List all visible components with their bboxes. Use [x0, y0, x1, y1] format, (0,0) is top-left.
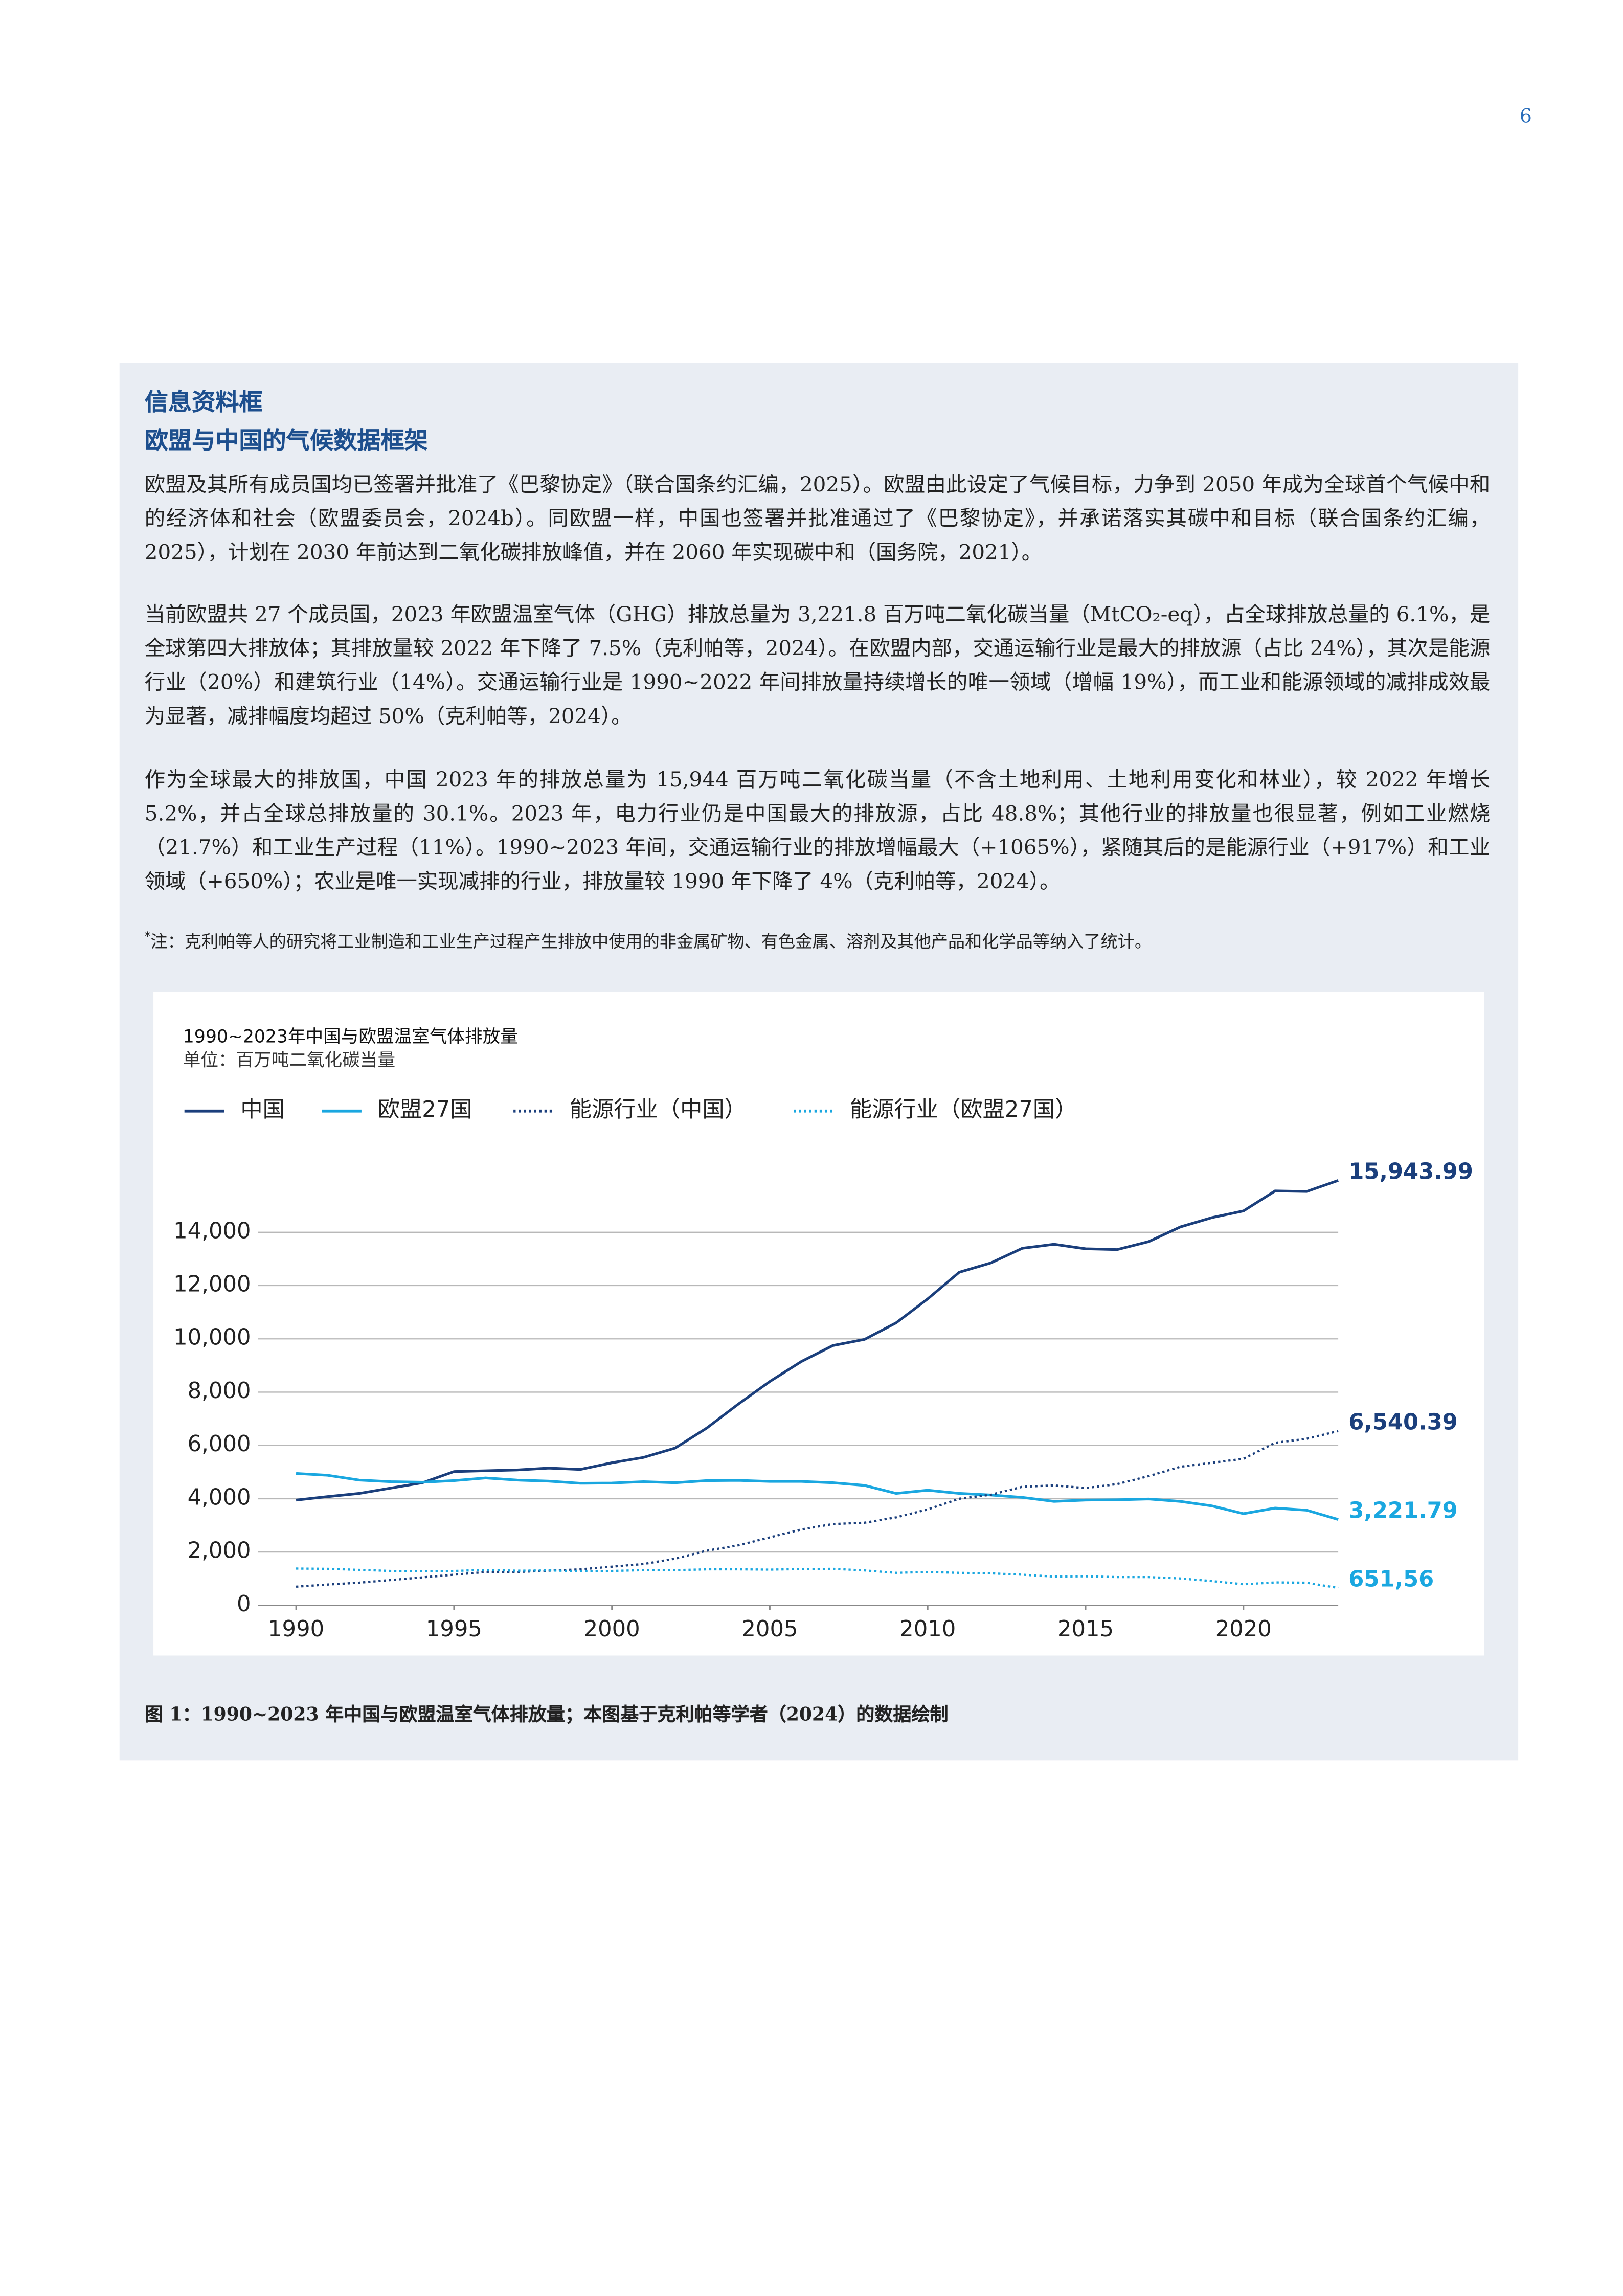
end-value-label: 15,943.99: [1348, 1159, 1473, 1185]
x-tick-label: 2005: [741, 1616, 798, 1642]
note-marker: *: [144, 930, 151, 943]
series-line: [296, 1179, 1339, 1502]
note-text: 注：克利帕等人的研究将工业制造和工业生产过程产生排放中使用的非金属矿物、有色金属…: [150, 931, 1152, 952]
x-tick-label: 2015: [1057, 1616, 1114, 1642]
y-tick-label: 0: [237, 1591, 251, 1617]
x-tick-label: 2000: [584, 1616, 640, 1642]
figure-caption: 图 1：1990~2023 年中国与欧盟温室气体排放量；本图基于克利帕等学者（2…: [144, 1702, 949, 1725]
series-line: [296, 1472, 1339, 1521]
y-tick-label: 6,000: [188, 1431, 251, 1457]
legend-label: 欧盟27国: [378, 1097, 472, 1122]
end-value-label: 651,56: [1348, 1566, 1434, 1592]
legend-label: 能源行业（欧盟27国）: [850, 1097, 1077, 1122]
page-number: 6: [1520, 106, 1532, 129]
paragraph: 欧盟及其所有成员国均已签署并批准了《巴黎协定》（联合国条约汇编，2025）。欧盟…: [144, 474, 1491, 566]
y-tick-label: 14,000: [173, 1218, 251, 1244]
info-box: 信息资料框 欧盟与中国的气候数据框架 欧盟及其所有成员国均已签署并批准了《巴黎协…: [119, 363, 1519, 1761]
y-tick-label: 4,000: [188, 1484, 251, 1510]
footnote: *注：克利帕等人的研究将工业制造和工业生产过程产生排放中使用的非金属矿物、有色金…: [145, 930, 1491, 953]
end-value-label: 3,221.79: [1348, 1498, 1458, 1524]
legend-label: 中国: [240, 1097, 285, 1122]
paragraph: 当前欧盟共 27 个成员国，2023 年欧盟温室气体（GHG）排放总量为 3,2…: [144, 603, 1491, 729]
x-tick-label: 1990: [268, 1616, 324, 1642]
chart-panel: 1990~2023年中国与欧盟温室气体排放量 单位：百万吨二氧化碳当量中国 欧盟27…: [153, 992, 1484, 1656]
y-tick-label: 10,000: [173, 1325, 251, 1350]
series-line: [296, 1430, 1339, 1588]
y-tick-label: 12,000: [173, 1272, 251, 1297]
x-tick-label: 2020: [1215, 1616, 1272, 1642]
box-title: 信息资料框: [144, 388, 263, 416]
x-tick-label: 1995: [426, 1616, 482, 1642]
box-subtitle: 欧盟与中国的气候数据框架: [144, 426, 428, 455]
paragraph: 作为全球最大的排放国，中国 2023 年的排放总量为 15,944 百万吨二氧化…: [144, 769, 1491, 894]
y-tick-label: 2,000: [188, 1538, 251, 1564]
chart-title: 1990~2023年中国与欧盟温室气体排放量: [183, 1026, 518, 1047]
x-tick-label: 2010: [899, 1616, 956, 1642]
end-value-label: 6,540.39: [1348, 1410, 1458, 1435]
y-tick-label: 8,000: [188, 1378, 251, 1404]
series-line: [296, 1567, 1339, 1589]
chart-subtitle: 单位：百万吨二氧化碳当量: [183, 1050, 395, 1071]
legend-label: 能源行业（中国）: [570, 1097, 747, 1122]
